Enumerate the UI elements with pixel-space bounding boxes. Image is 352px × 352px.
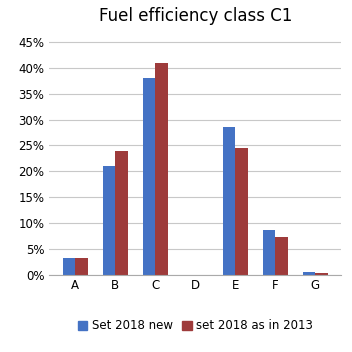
- Bar: [155, 63, 168, 275]
- Bar: [275, 237, 288, 275]
- Bar: [143, 78, 155, 275]
- Bar: [222, 127, 235, 275]
- Title: Fuel efficiency class C1: Fuel efficiency class C1: [99, 7, 292, 25]
- Bar: [75, 258, 88, 275]
- Bar: [63, 258, 75, 275]
- Legend: Set 2018 new, set 2018 as in 2013: Set 2018 new, set 2018 as in 2013: [73, 314, 318, 337]
- Bar: [115, 151, 128, 275]
- Bar: [315, 273, 328, 275]
- Bar: [263, 230, 275, 275]
- Bar: [235, 148, 248, 275]
- Bar: [303, 272, 315, 275]
- Bar: [102, 166, 115, 275]
